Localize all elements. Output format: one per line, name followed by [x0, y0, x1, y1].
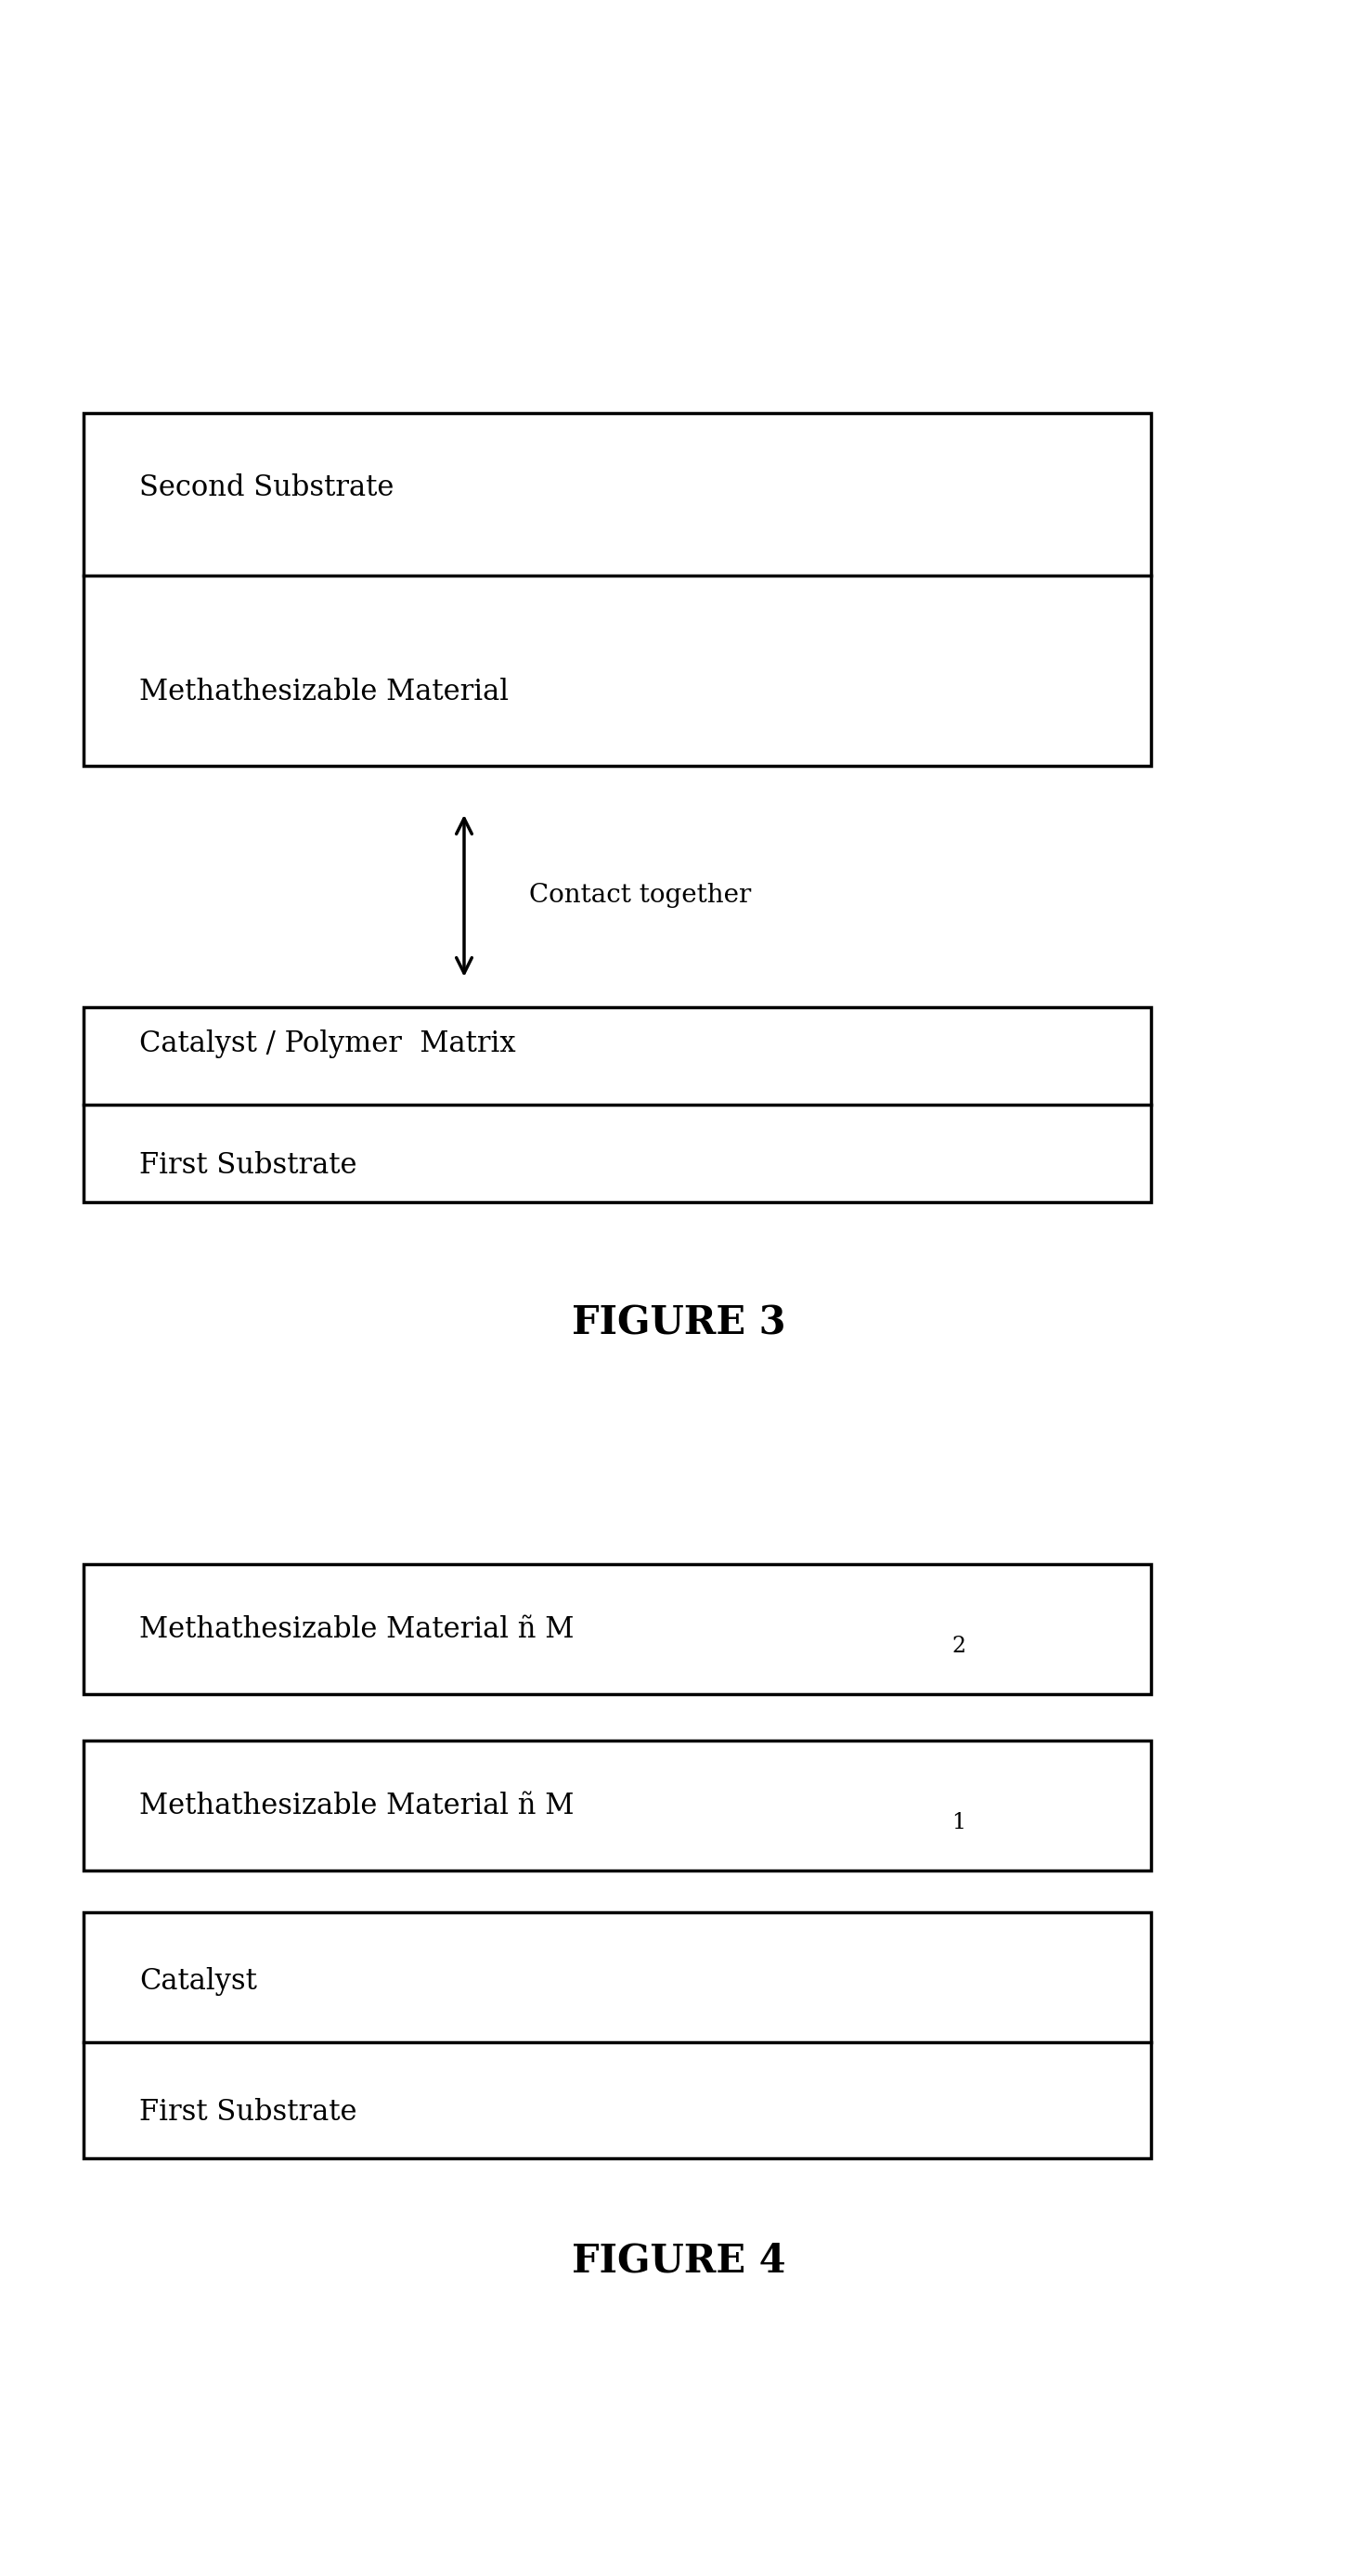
Text: First Substrate: First Substrate	[140, 1151, 357, 1180]
Bar	[84, 1911, 1152, 2159]
Text: FIGURE 3: FIGURE 3	[572, 1303, 786, 1342]
Bar	[84, 412, 1152, 765]
Text: 1: 1	[952, 1811, 966, 1834]
Text: Methathesizable Material: Methathesizable Material	[140, 677, 509, 706]
Bar	[84, 1564, 1152, 1695]
Bar	[84, 1007, 1152, 1203]
Text: 2: 2	[952, 1636, 966, 1656]
Text: FIGURE 4: FIGURE 4	[572, 2241, 786, 2280]
Text: First Substrate: First Substrate	[140, 2097, 357, 2125]
Text: Methathesizable Material ñ M: Methathesizable Material ñ M	[140, 1790, 574, 1819]
Text: Catalyst / Polymer  Matrix: Catalyst / Polymer Matrix	[140, 1030, 516, 1059]
Text: Methathesizable Material ñ M: Methathesizable Material ñ M	[140, 1615, 574, 1643]
Text: Second Substrate: Second Substrate	[140, 474, 394, 502]
Bar	[84, 1741, 1152, 1870]
Text: Contact together: Contact together	[530, 884, 751, 909]
Text: Catalyst: Catalyst	[140, 1968, 257, 1996]
